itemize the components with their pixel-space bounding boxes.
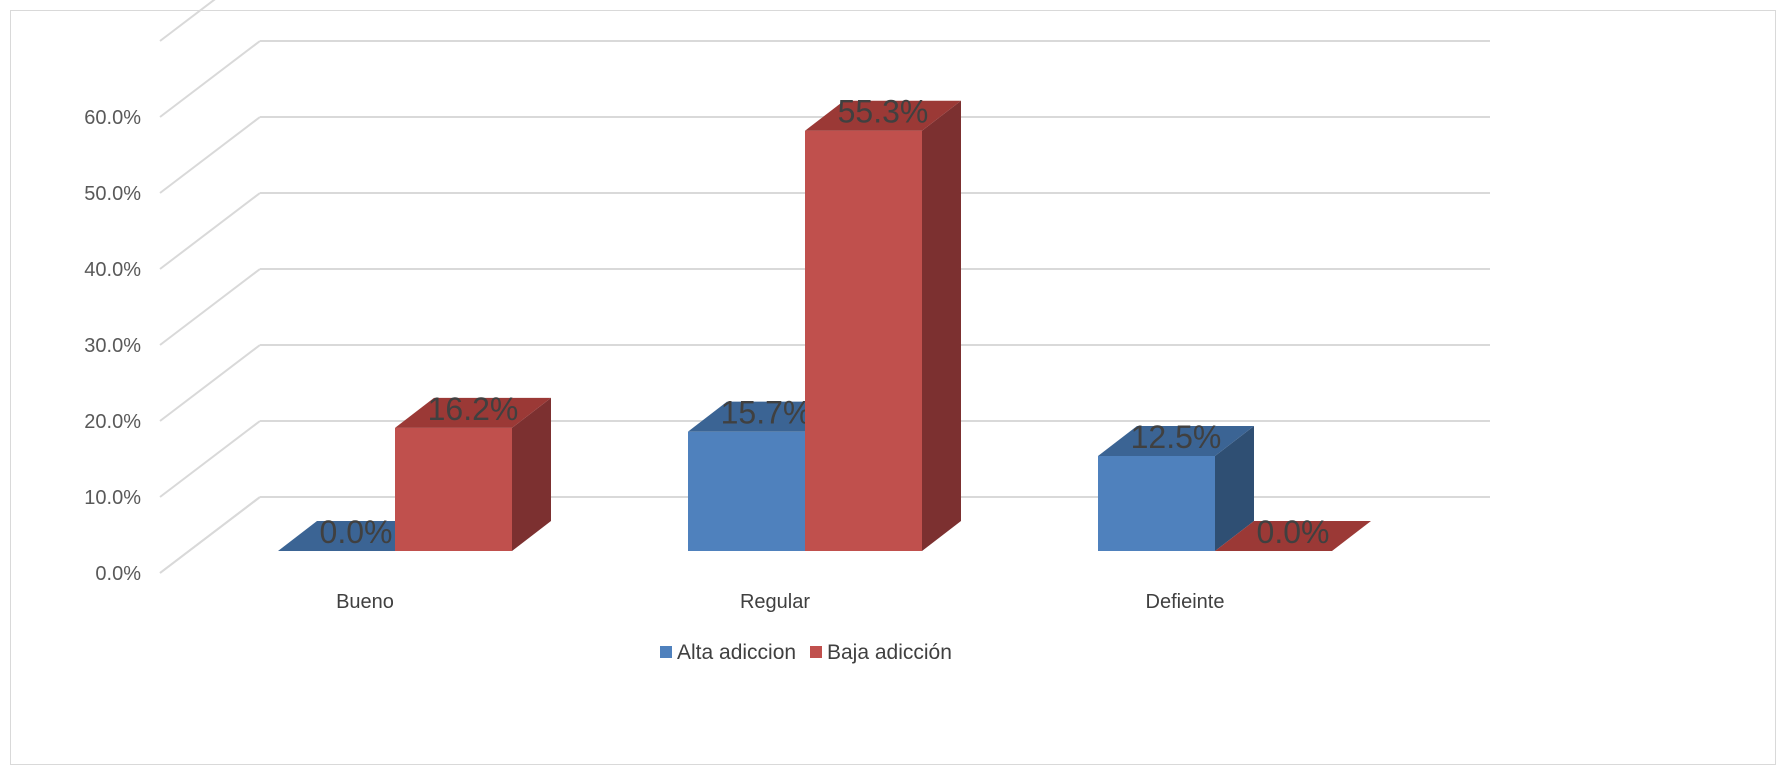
- gridline-side: [159, 344, 261, 422]
- gridline-side: [159, 420, 261, 498]
- y-tick-label: 50.0%: [84, 183, 141, 205]
- x-tick-label: Defieinte: [1146, 591, 1225, 613]
- bar-top: [1098, 426, 1254, 456]
- floor-edge: [159, 496, 261, 574]
- bar-side: [512, 397, 551, 551]
- bar: [1098, 456, 1215, 551]
- x-tick-label: Bueno: [336, 591, 394, 613]
- data-label: 12.5%: [1131, 419, 1222, 455]
- data-label: 0.0%: [1257, 514, 1330, 550]
- bar-side: [922, 100, 961, 551]
- data-label: 55.3%: [838, 94, 929, 130]
- data-label: 16.2%: [428, 391, 519, 427]
- data-label: 0.0%: [320, 514, 393, 550]
- gridline-side: [159, 116, 261, 194]
- y-tick-label: 30.0%: [84, 335, 141, 357]
- legend-label: Baja adicción: [827, 641, 952, 664]
- legend-label: Alta adiccion: [677, 641, 796, 664]
- bar-top: [1215, 521, 1371, 551]
- y-tick-label: 0.0%: [95, 563, 141, 585]
- x-tick-label: Regular: [740, 591, 810, 613]
- bar: [688, 431, 805, 551]
- gridline-side: [159, 40, 261, 118]
- legend-swatch: [660, 646, 672, 658]
- gridline-side: [159, 268, 261, 346]
- y-tick-label: 20.0%: [84, 411, 141, 433]
- gridline-side: [159, 192, 261, 270]
- bar: [805, 130, 922, 551]
- gridline-side: [159, 0, 216, 42]
- bar-top: [805, 100, 961, 131]
- bar: [395, 427, 512, 551]
- bar-side: [1215, 426, 1254, 551]
- y-tick-label: 40.0%: [84, 259, 141, 281]
- y-tick-label: 60.0%: [84, 107, 141, 129]
- y-tick-label: 10.0%: [84, 487, 141, 509]
- bar-top: [395, 397, 551, 428]
- data-label: 15.7%: [721, 395, 812, 431]
- legend-swatch: [810, 646, 822, 658]
